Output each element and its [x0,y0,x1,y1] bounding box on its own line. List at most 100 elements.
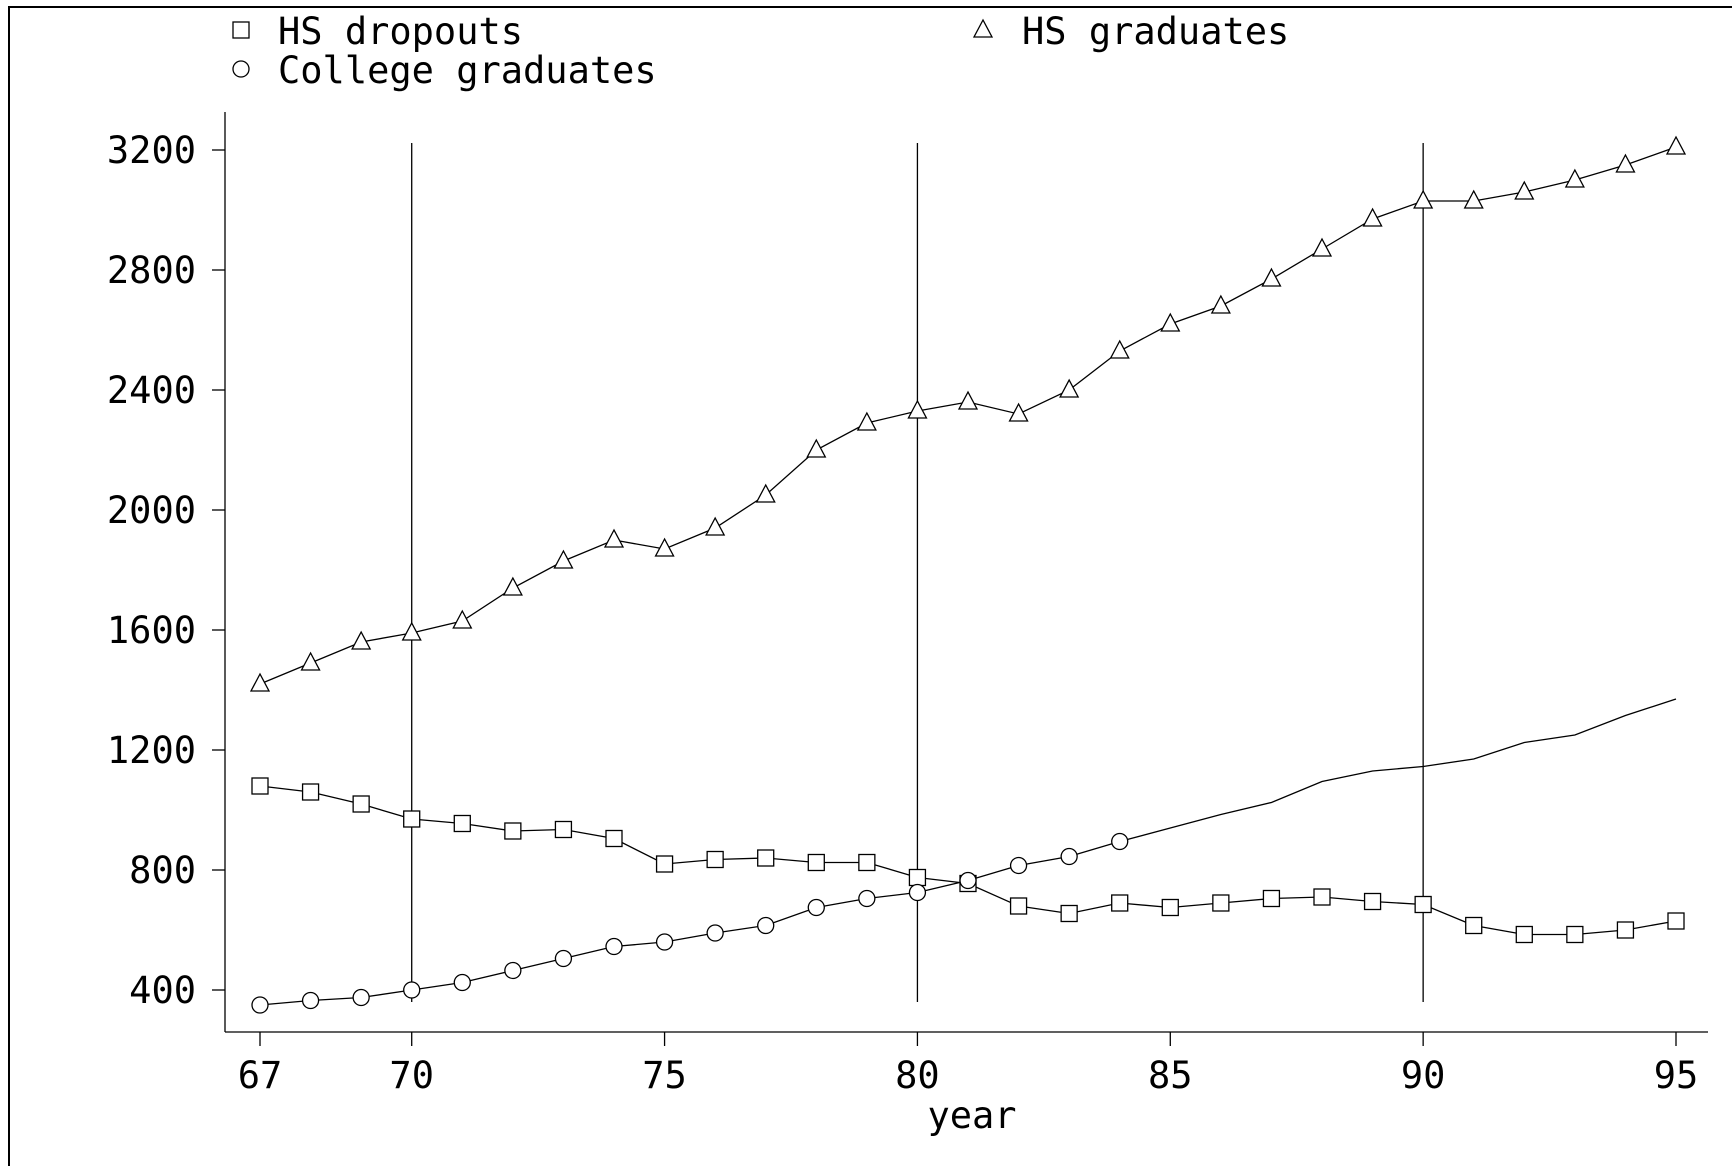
triangle-marker [806,438,827,458]
triangle-marker [1008,402,1029,422]
triangle-marker [553,549,574,569]
x-axis-label: year [927,1094,1016,1137]
x-tick-label: 85 [1148,1054,1193,1097]
triangle-marker [1059,378,1080,398]
square-marker [301,783,320,801]
y-tick-label: 2000 [107,489,196,532]
x-tick-label: 67 [238,1054,283,1097]
axes: 400 800 1200 1600 2000 2400 2800 3200 67 70 75 80 85… [107,112,1708,1097]
square-marker [504,822,522,840]
triangle-marker [603,528,625,548]
circle-marker [757,916,775,935]
triangle-marker [907,399,928,419]
square-marker [1212,894,1230,912]
triangle-marker [1463,189,1484,209]
square-marker [1313,888,1331,906]
legend-label: College graduates [278,49,657,92]
reference-lines [411,143,1424,1002]
triangle-marker [1514,180,1535,200]
triangle-marker [452,609,473,629]
square-marker [1465,916,1483,935]
triangle-marker [755,483,776,503]
circle-marker [858,889,876,908]
circle-marker [453,973,471,992]
circle-marker [301,991,320,1010]
legend-item: College graduates [232,49,657,92]
triangle-marker [1665,135,1687,155]
y-tick-label: 2400 [107,369,196,412]
square-marker [554,820,573,839]
y-tick-label: 800 [129,849,196,892]
circle-marker [1060,847,1078,866]
chart-frame [8,6,1732,1166]
triangle-marker [705,516,726,536]
y-tick-label: 400 [129,969,196,1012]
square-marker [1111,894,1129,912]
circle-marker [352,988,370,1007]
triangle-marker [972,18,994,38]
triangle-marker [856,411,877,431]
triangle-marker [1615,153,1636,173]
square-marker [1515,925,1533,944]
square-marker [232,21,250,39]
y-tick-label: 2800 [107,249,196,292]
circle-marker [1009,856,1028,875]
square-marker [352,795,370,813]
y-tick-label: 3200 [107,129,196,172]
square-marker [706,850,724,869]
circle-marker [554,949,573,968]
circle-marker [959,871,977,890]
x-tick-label: 80 [895,1054,940,1097]
square-marker [807,853,825,872]
square-marker [908,868,927,887]
square-marker [757,849,775,867]
square-marker [1363,892,1382,911]
x-tick-label: 75 [642,1054,687,1097]
series-hs-dropouts [251,777,1685,944]
square-marker [1161,898,1179,917]
y-tick-label: 1200 [107,729,196,772]
square-marker [251,777,269,795]
triangle-marker [1413,189,1434,209]
series-hs-graduates [249,135,1687,692]
circle-marker [655,933,674,951]
circle-marker [251,996,269,1014]
square-marker [655,855,674,873]
legend-label: HS graduates [1022,10,1289,53]
triangle-marker [1362,207,1383,227]
circle-marker [908,883,927,902]
triangle-marker [249,672,271,692]
triangle-marker [654,537,675,557]
x-tick-label: 95 [1654,1054,1699,1097]
triangle-marker [351,630,372,650]
square-marker [1060,904,1078,923]
triangle-marker [1564,168,1585,188]
circle-marker [605,937,623,956]
triangle-marker [1210,294,1231,314]
circle-marker [232,60,250,78]
legend: HS dropouts HS graduates College graduates [232,10,1289,92]
legend-label: HS dropouts [278,10,523,53]
circle-marker [403,981,421,999]
square-marker [453,814,471,833]
series-college-graduates [251,698,1677,1014]
x-tick-label: 70 [389,1054,434,1097]
square-marker [1414,895,1432,914]
triangle-marker [957,390,979,410]
square-marker [1566,925,1584,944]
circle-marker [504,961,522,980]
series-line [259,785,1677,936]
square-marker [1262,889,1281,908]
triangle-marker [1160,312,1181,332]
triangle-marker [300,651,321,671]
circle-marker [706,924,724,942]
x-tick-label: 90 [1401,1054,1446,1097]
square-marker [858,853,876,872]
square-marker [403,810,421,828]
triangle-marker [401,621,422,641]
series-line [259,146,1677,685]
circle-marker [1111,832,1129,851]
square-marker [1667,912,1685,930]
triangle-marker [1109,339,1130,359]
